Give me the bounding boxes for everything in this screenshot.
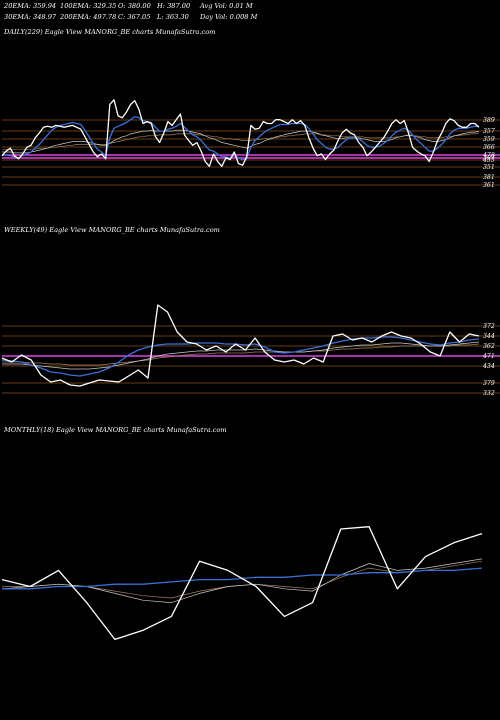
price-level-label: 344 <box>483 333 495 340</box>
stat-30ema: 30EMA: 348.97 <box>4 13 57 21</box>
ema-series-line-3 <box>2 343 480 366</box>
price-series-line <box>1 304 480 387</box>
price-level-label: 361 <box>483 182 495 189</box>
stat-close: C: 367.05 <box>118 13 150 21</box>
price-level-label: 351 <box>483 164 495 171</box>
stat-open: O: 380.00 <box>118 2 151 10</box>
price-level-label: 372 <box>483 323 495 330</box>
price-series-line <box>1 526 483 641</box>
weekly-panel: 372 344 362 471 434 379 332 <box>1 304 500 397</box>
ema-series-line-2 <box>2 341 480 370</box>
price-level-label: 471 <box>482 353 495 360</box>
price-level-label: 381 <box>483 174 495 181</box>
price-level-label: 357 <box>483 128 495 135</box>
stat-low: L: 363.30 <box>156 13 189 21</box>
ema-series-line-1 <box>1 336 480 377</box>
price-level-label: 362 <box>483 343 495 350</box>
price-level-label: 478 <box>482 152 495 159</box>
price-level-label: 397 <box>483 155 495 162</box>
ema-series-line-1 <box>1 116 479 161</box>
monthly-panel-title: MONTHLY(18) Eagle View MANORG_BE charts … <box>3 426 227 434</box>
price-level-label: 389 <box>483 117 495 124</box>
stat-day-vol: Day Vol: 0.008 M <box>199 13 258 21</box>
monthly-panel <box>1 526 483 641</box>
ema-series-line-2 <box>2 129 480 154</box>
price-level-label: 455 <box>482 157 495 164</box>
price-series-line <box>1 99 480 167</box>
stat-20ema: 20EMA: 359.94 <box>3 2 56 10</box>
weekly-panel-title: WEEKLY(49) Eagle View MANORG_BE charts M… <box>4 226 220 234</box>
price-level-label: 434 <box>482 363 495 370</box>
price-level-label: 359 <box>483 136 495 143</box>
stat-high: H: 387.00 <box>156 2 190 10</box>
daily-panel-title: DAILY(229) Eagle View MANORG_BE charts M… <box>3 28 215 36</box>
price-level-label: 332 <box>483 390 495 397</box>
header-stats: 20EMA: 359.94 100EMA: 329.35 O: 380.00 H… <box>3 2 258 21</box>
stat-100ema: 100EMA: 329.35 <box>60 2 116 10</box>
stat-200ema: 200EMA: 497.78 <box>59 13 116 21</box>
price-level-label: 379 <box>483 380 495 387</box>
stat-avg-vol: Avg Vol: 0.01 M <box>199 2 253 10</box>
price-level-label: 366 <box>483 144 495 151</box>
